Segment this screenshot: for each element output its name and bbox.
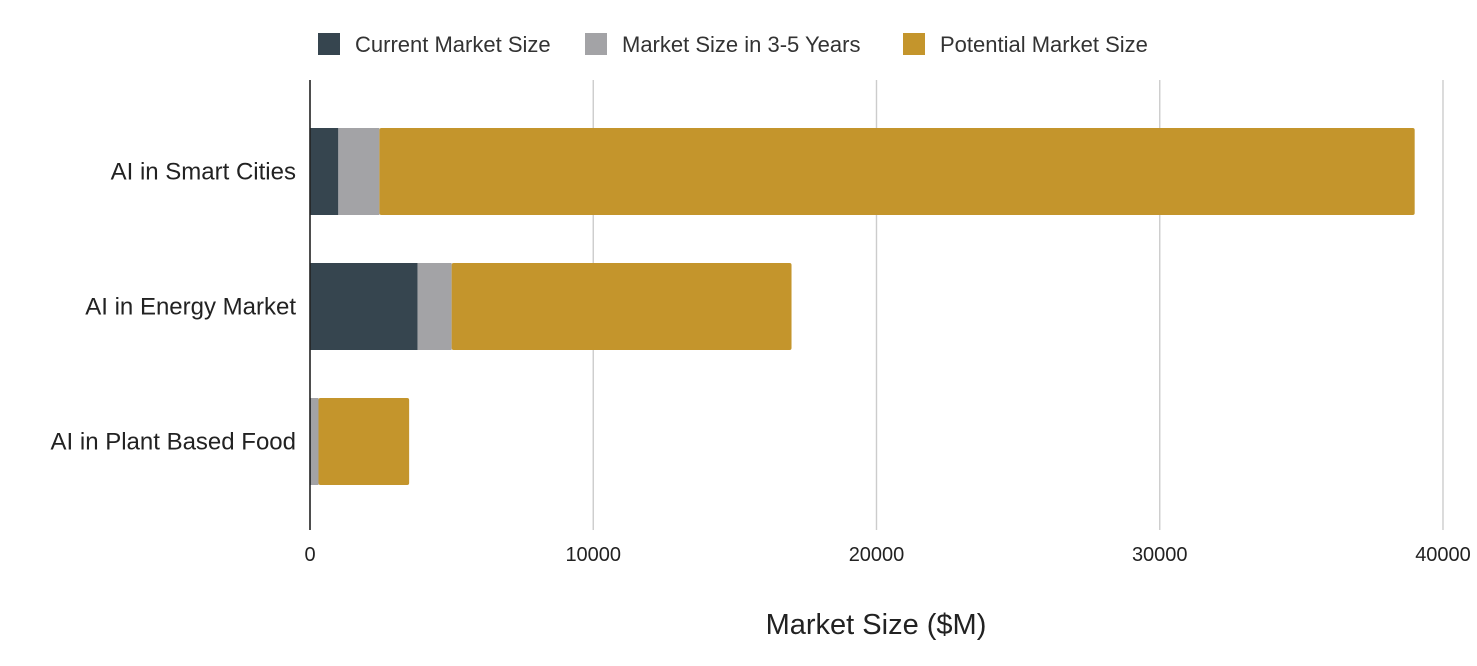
- bar-segment[interactable]: [310, 263, 418, 350]
- bar-segment[interactable]: [451, 263, 792, 350]
- x-tick-label: 20000: [849, 544, 905, 566]
- bar-segment[interactable]: [379, 128, 1415, 215]
- category-label: AI in Plant Based Food: [51, 429, 296, 456]
- x-axis-title: Market Size ($M): [766, 609, 987, 641]
- legend: Current Market Size Market Size in 3-5 Ye…: [318, 32, 1148, 57]
- legend-item[interactable]: Potential Market Size: [903, 32, 1148, 57]
- x-tick-label: 0: [304, 544, 315, 566]
- bar-segment[interactable]: [318, 398, 410, 485]
- x-tick-label: 30000: [1132, 544, 1188, 566]
- bars: [310, 128, 1415, 485]
- x-tick-labels: 0 10000 20000 30000 40000: [304, 544, 1470, 566]
- category-label: AI in Smart Cities: [111, 159, 296, 186]
- legend-label: Market Size in 3-5 Years: [622, 32, 860, 57]
- legend-swatch: [903, 33, 925, 55]
- bar-segment[interactable]: [417, 263, 452, 350]
- legend-item[interactable]: Current Market Size: [318, 32, 551, 57]
- bar-segment[interactable]: [310, 398, 319, 485]
- category-label: AI in Energy Market: [85, 294, 296, 321]
- bar-segment[interactable]: [310, 128, 339, 215]
- bar-segment[interactable]: [338, 128, 380, 215]
- legend-swatch: [318, 33, 340, 55]
- category-labels: AI in Smart Cities AI in Energy Market AI …: [51, 159, 297, 456]
- x-tick-label: 10000: [565, 544, 621, 566]
- legend-item[interactable]: Market Size in 3-5 Years: [585, 32, 860, 57]
- legend-label: Current Market Size: [355, 32, 551, 57]
- legend-swatch: [585, 33, 607, 55]
- legend-label: Potential Market Size: [940, 32, 1148, 57]
- x-tick-label: 40000: [1415, 544, 1471, 566]
